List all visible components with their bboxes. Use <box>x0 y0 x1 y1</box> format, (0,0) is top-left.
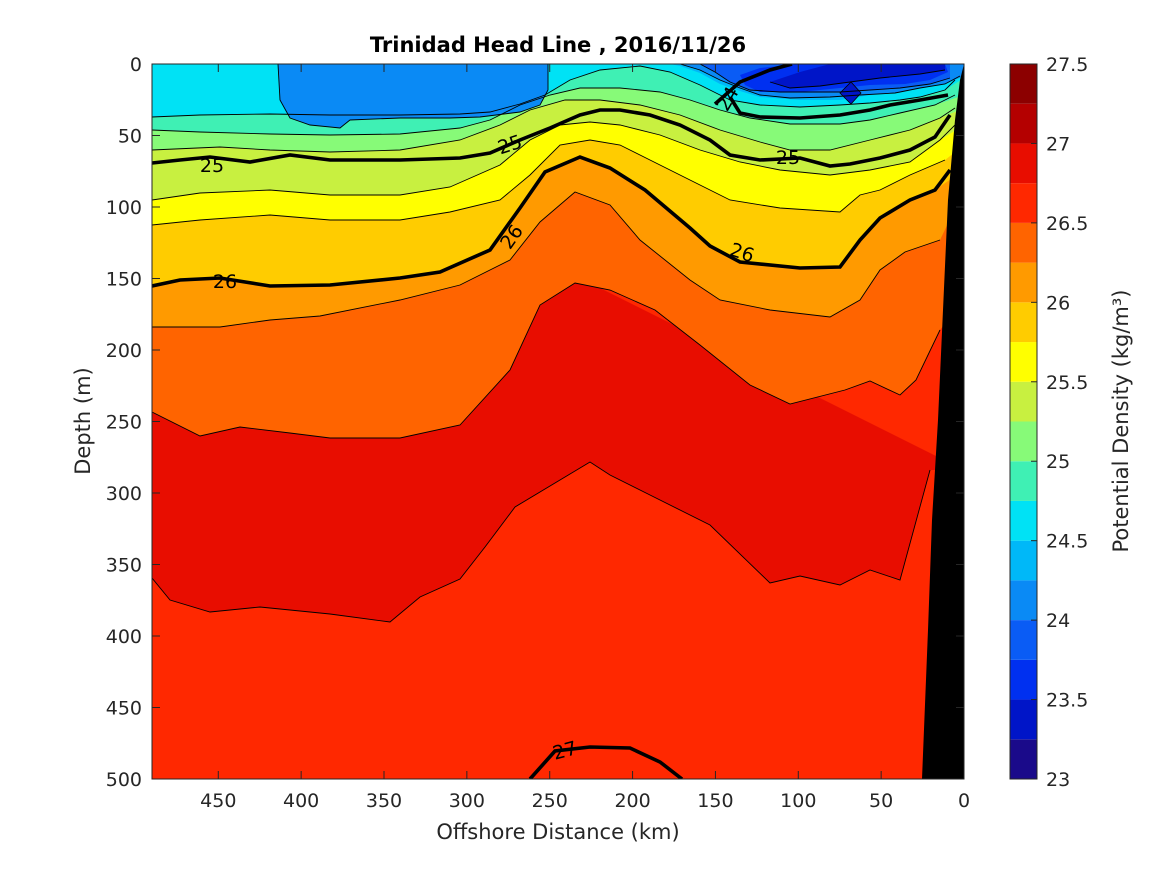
colorbar-swatch <box>1010 620 1037 660</box>
x-tick-label: 150 <box>697 790 733 812</box>
colorbar-swatch <box>1010 500 1037 541</box>
colorbar-swatch <box>1010 342 1037 382</box>
thin-contour-lines <box>152 64 961 623</box>
x-tick-label: 300 <box>449 790 485 812</box>
colorbar-swatch <box>1010 222 1037 263</box>
colorbar-swatch <box>1010 421 1037 462</box>
x-tick-label: 250 <box>532 790 568 812</box>
colorbar-swatch <box>1010 302 1037 343</box>
colorbar-tick-label: 25 <box>1046 451 1070 473</box>
y-axis: 0 50 100 150 200 250 300 350 400 450 500 <box>106 54 964 791</box>
colorbar-tick-label: 25.5 <box>1046 372 1088 394</box>
colorbar-swatch <box>1010 461 1037 501</box>
colorbar-swatch <box>1010 183 1037 223</box>
y-tick-label: 100 <box>106 197 142 219</box>
y-tick-label: 250 <box>106 412 142 434</box>
colorbar-tick-label: 23.5 <box>1046 690 1088 712</box>
colorbar-swatch <box>1010 143 1037 184</box>
density-band-23-50 <box>770 64 945 88</box>
colorbar-tick-label: 27.5 <box>1046 54 1088 76</box>
colorbar-swatch <box>1010 580 1037 621</box>
y-tick-label: 450 <box>106 698 142 720</box>
x-tick-label: 400 <box>283 790 319 812</box>
colorbar-tick-label: 23 <box>1046 769 1070 791</box>
colorbar-swatch <box>1010 659 1037 700</box>
x-tick-label: 350 <box>366 790 402 812</box>
colorbar-label: Potential Density (kg/m³) <box>1109 289 1133 552</box>
colorbar-tick-label: 27 <box>1046 133 1070 155</box>
x-tick-label: 450 <box>200 790 236 812</box>
colorbar-tick-label: 26 <box>1046 292 1070 314</box>
contour-label-25-right: 25 <box>776 147 800 169</box>
colorbar-swatch <box>1010 540 1037 581</box>
y-tick-label: 150 <box>106 269 142 291</box>
x-tick-label: 50 <box>869 790 893 812</box>
contour-label-25-left: 25 <box>200 155 224 177</box>
bathymetry-mask <box>922 64 964 779</box>
contour-field <box>152 64 964 779</box>
x-tick-label: 100 <box>780 790 816 812</box>
density-minimum-patch <box>839 81 862 105</box>
x-axis-label: Offshore Distance (km) <box>436 820 679 844</box>
y-tick-label: 500 <box>106 769 142 791</box>
y-tick-label: 0 <box>130 54 142 76</box>
y-tick-label: 350 <box>106 555 142 577</box>
x-tick-label: 0 <box>958 790 970 812</box>
x-tick-label: 200 <box>614 790 650 812</box>
density-band-24-25-offshore <box>278 64 548 128</box>
colorbar-tick-label: 24.5 <box>1046 531 1088 553</box>
bold-contour-lines <box>152 64 952 779</box>
y-tick-label: 50 <box>118 126 142 148</box>
y-tick-label: 200 <box>106 340 142 362</box>
colorbar-swatch <box>1010 103 1037 144</box>
y-axis-label: Depth (m) <box>71 367 95 474</box>
colorbar: 23 23.5 24 24.5 25 25.5 26 26.5 27 27.5 <box>1009 54 1088 791</box>
colorbar-swatch <box>1010 739 1037 779</box>
colorbar-swatch <box>1010 262 1037 303</box>
x-axis: 450 400 350 300 250 200 150 100 50 0 <box>200 64 970 812</box>
colorbar-swatch <box>1010 699 1037 740</box>
chart-title: Trinidad Head Line , 2016/11/26 <box>370 33 746 57</box>
colorbar-frame <box>1009 63 1038 780</box>
colorbar-tick-label: 24 <box>1046 610 1070 632</box>
colorbar-swatch <box>1010 64 1037 104</box>
y-tick-label: 400 <box>106 626 142 648</box>
contour-label-26-left: 26 <box>213 271 237 293</box>
y-tick-label: 300 <box>106 483 142 505</box>
colorbar-swatch <box>1010 381 1037 422</box>
colorbar-tick-label: 26.5 <box>1046 213 1088 235</box>
